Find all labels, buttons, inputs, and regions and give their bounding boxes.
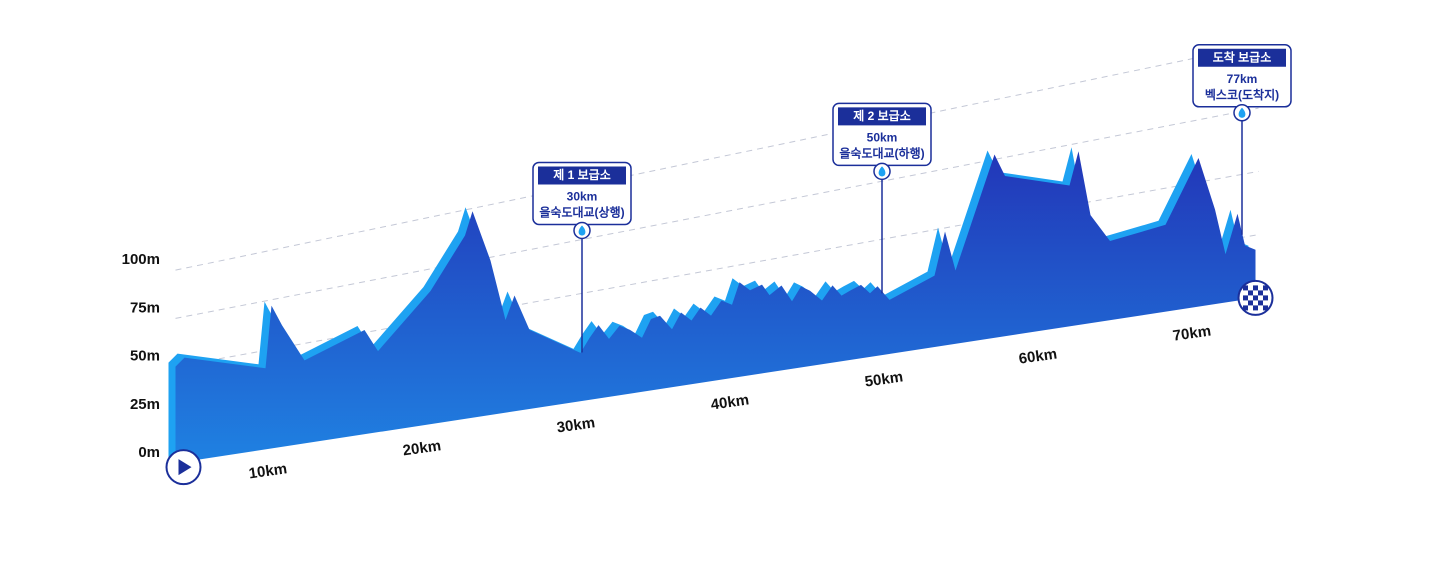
y-tick-label: 75m [130,299,160,316]
annotation-place: 벡스코(도착지) [1205,87,1279,102]
annotation-title: 도착 보급소 [1213,49,1272,64]
finish-check [1253,285,1258,291]
annotation-drop [1238,107,1246,118]
finish-check [1263,295,1268,301]
annotation-title: 제 2 보급소 [853,109,911,123]
elevation-area [175,151,1256,464]
finish-check [1258,300,1263,306]
annotation-title: 제 1 보급소 [553,168,611,182]
x-tick-label: 50km [864,368,904,390]
x-tick-label: 40km [710,391,750,413]
annotation-place: 을숙도대교(상행) [539,205,624,220]
finish-check [1248,300,1253,306]
x-tick-label: 60km [1018,345,1058,367]
y-tick-label: 0m [138,444,160,461]
grid-line [175,107,1259,319]
annotation-distance: 77km [1227,72,1258,86]
annotation-place: 을숙도대교(하행) [839,146,924,161]
annotation-drop [578,225,586,236]
x-tick-label: 10km [248,460,288,482]
x-tick-label: 30km [556,414,596,436]
finish-check [1253,295,1258,301]
x-tick-label: 20km [402,437,442,459]
y-tick-label: 25m [130,396,160,413]
annotation-drop [878,166,886,177]
annotation-header [1198,48,1286,67]
finish-check [1248,290,1253,296]
finish-check [1263,305,1268,311]
grid-line [175,44,1259,271]
annotation-distance: 50km [867,131,898,145]
finish-check [1243,285,1248,291]
finish-check [1263,285,1268,291]
annotation-header [538,166,626,185]
finish-check [1258,290,1263,296]
annotation-header [838,107,926,126]
annotation-distance: 30km [567,190,598,204]
y-tick-label: 50m [130,348,160,365]
x-tick-label: 70km [1172,323,1212,345]
finish-check [1243,295,1248,301]
y-tick-label: 100m [122,251,160,268]
finish-check [1243,305,1248,311]
start-play [178,459,192,476]
finish-check [1253,305,1258,311]
